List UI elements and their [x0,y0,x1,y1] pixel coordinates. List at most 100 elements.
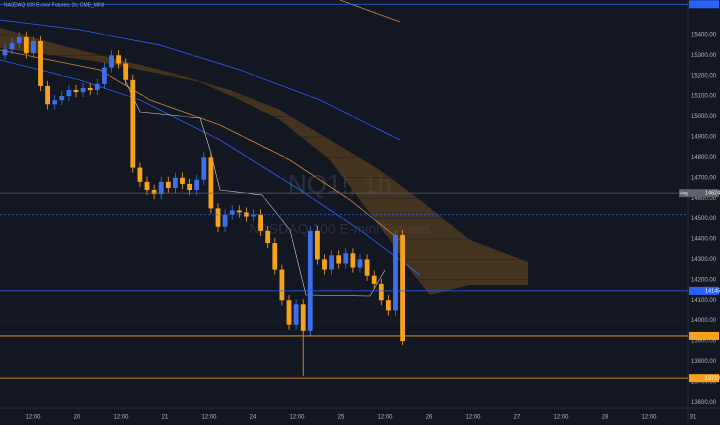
x-tick-label: 12:00 [553,415,569,421]
candle-body [102,67,107,84]
candle-body [194,179,200,191]
x-tick-label: 12:00 [641,415,657,421]
candle-body [151,190,157,195]
candle-body [9,43,15,50]
candle-body [187,183,192,191]
candle-body [258,214,263,231]
candle-body [16,36,22,44]
y-tick-label: 15200.00 [691,73,717,79]
candle-body [59,96,65,101]
candle-body [208,157,214,209]
candle-body [52,100,58,105]
candle-body [109,55,114,68]
candle-body [343,253,349,264]
y-tick-label: 14000.00 [691,318,717,324]
candle-body [251,214,256,217]
candle-body [400,234,405,342]
y-tick-label: 14700.00 [691,175,717,181]
candle-body [265,230,271,244]
candle-body [23,36,29,54]
moving-average [339,0,401,23]
candle-body [357,259,363,268]
candle-body [2,49,8,56]
candle-body [137,167,143,182]
price-tag-label: 14145.75 [705,288,720,294]
price-tag [689,374,719,383]
y-tick-label: 14900.00 [691,135,717,141]
candle-body [386,300,391,311]
x-tick-label: 12:00 [113,415,129,421]
candle-body [222,214,228,227]
x-tick-label: 27 [514,415,521,421]
candle-body [371,275,377,284]
candle-body [80,87,86,93]
x-tick-label: 20 [74,415,81,421]
moving-average [0,49,401,241]
candle-body [180,177,185,184]
y-tick-label: 14600.00 [691,196,717,202]
price-tag-label: 13718.25 [705,376,720,382]
candle-body [94,83,100,91]
y-tick-label: 13800.00 [691,359,717,365]
x-tick-label: 25 [338,415,345,421]
y-tick-label: 15300.00 [691,53,717,59]
price-tag [679,189,689,198]
candle-body [123,63,129,80]
candle-body [66,90,72,97]
price-tag [689,0,719,9]
y-tick-label: 13600.00 [691,400,717,406]
x-tick-label: 28 [602,415,609,421]
candle-body [116,55,121,64]
candle-body [393,234,398,311]
candle-body [87,87,93,91]
candle-body [165,181,171,188]
candle-body [38,41,43,86]
y-tick-label: 15100.00 [691,94,717,100]
candle-body [201,157,207,180]
candle-body [293,304,299,325]
price-tag [689,189,719,198]
candle-body [336,255,342,264]
price-tag [689,286,719,295]
y-tick-label: 14800.00 [691,155,717,161]
x-tick-label: 21 [162,415,169,421]
candle-body [173,177,178,188]
candle-body [236,210,242,213]
candle-body [73,90,79,93]
candle-body [244,212,249,217]
x-tick-label: 12:00 [465,415,481,421]
candle-body [364,259,370,276]
ichimoku-cloud [0,28,528,295]
x-tick-label: 12:00 [25,415,41,421]
price-tag-name: Avg [680,190,688,195]
moving-average [0,59,421,276]
candle-body [229,210,235,215]
y-tick-label: 13900.00 [691,339,717,345]
candle-body [158,181,164,195]
x-tick-label: 12:00 [201,415,217,421]
y-tick-label: 14300.00 [691,257,717,263]
candle-body [215,208,221,227]
candle-body [378,283,384,301]
candle-body [307,230,313,331]
candle-body [329,255,334,270]
x-tick-label: 12:00 [289,415,305,421]
candle-body [315,230,320,260]
candle-body [300,304,306,331]
x-tick-label: 31 [690,415,697,421]
y-tick-label: 15000.00 [691,114,717,120]
candle-body [31,41,36,54]
candle-body [130,79,136,168]
candle-body [279,269,285,301]
x-tick-label: 12:00 [377,415,393,421]
candle-body [45,85,50,105]
candle-body [350,253,356,268]
y-tick-label: 14400.00 [691,237,717,243]
candle-body [286,300,292,325]
y-tick-label: 14500.00 [691,216,717,222]
x-tick-label: 24 [250,415,257,421]
y-tick-label: 13700.00 [691,379,717,385]
y-tick-label: 15400.00 [691,32,717,38]
